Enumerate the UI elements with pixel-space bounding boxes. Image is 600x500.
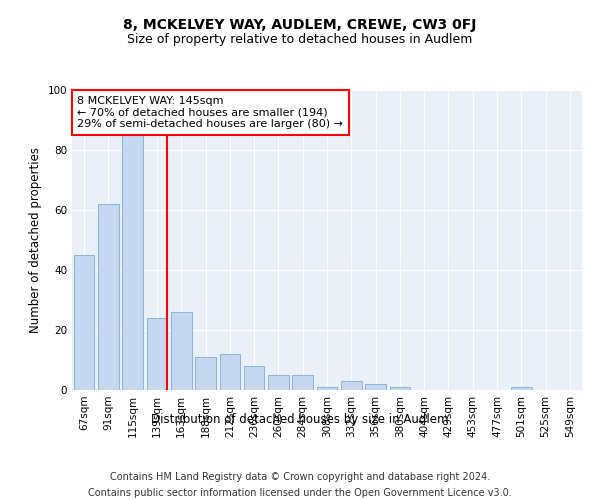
Bar: [74, 255, 94, 390]
Text: Size of property relative to detached houses in Audlem: Size of property relative to detached ho…: [127, 32, 473, 46]
Text: 8 MCKELVEY WAY: 145sqm
← 70% of detached houses are smaller (194)
29% of semi-de: 8 MCKELVEY WAY: 145sqm ← 70% of detached…: [77, 96, 343, 129]
Text: 8, MCKELVEY WAY, AUDLEM, CREWE, CW3 0FJ: 8, MCKELVEY WAY, AUDLEM, CREWE, CW3 0FJ: [124, 18, 476, 32]
Bar: [341, 381, 362, 390]
Bar: [122, 135, 143, 390]
Bar: [195, 357, 216, 390]
Bar: [317, 387, 337, 390]
Text: Distribution of detached houses by size in Audlem: Distribution of detached houses by size …: [151, 412, 449, 426]
Bar: [244, 366, 265, 390]
Bar: [220, 354, 240, 390]
Text: Contains public sector information licensed under the Open Government Licence v3: Contains public sector information licen…: [88, 488, 512, 498]
Bar: [268, 375, 289, 390]
Bar: [389, 387, 410, 390]
Bar: [98, 204, 119, 390]
Y-axis label: Number of detached properties: Number of detached properties: [29, 147, 42, 333]
Bar: [146, 318, 167, 390]
Bar: [292, 375, 313, 390]
Bar: [171, 312, 191, 390]
Bar: [365, 384, 386, 390]
Bar: [511, 387, 532, 390]
Text: Contains HM Land Registry data © Crown copyright and database right 2024.: Contains HM Land Registry data © Crown c…: [110, 472, 490, 482]
